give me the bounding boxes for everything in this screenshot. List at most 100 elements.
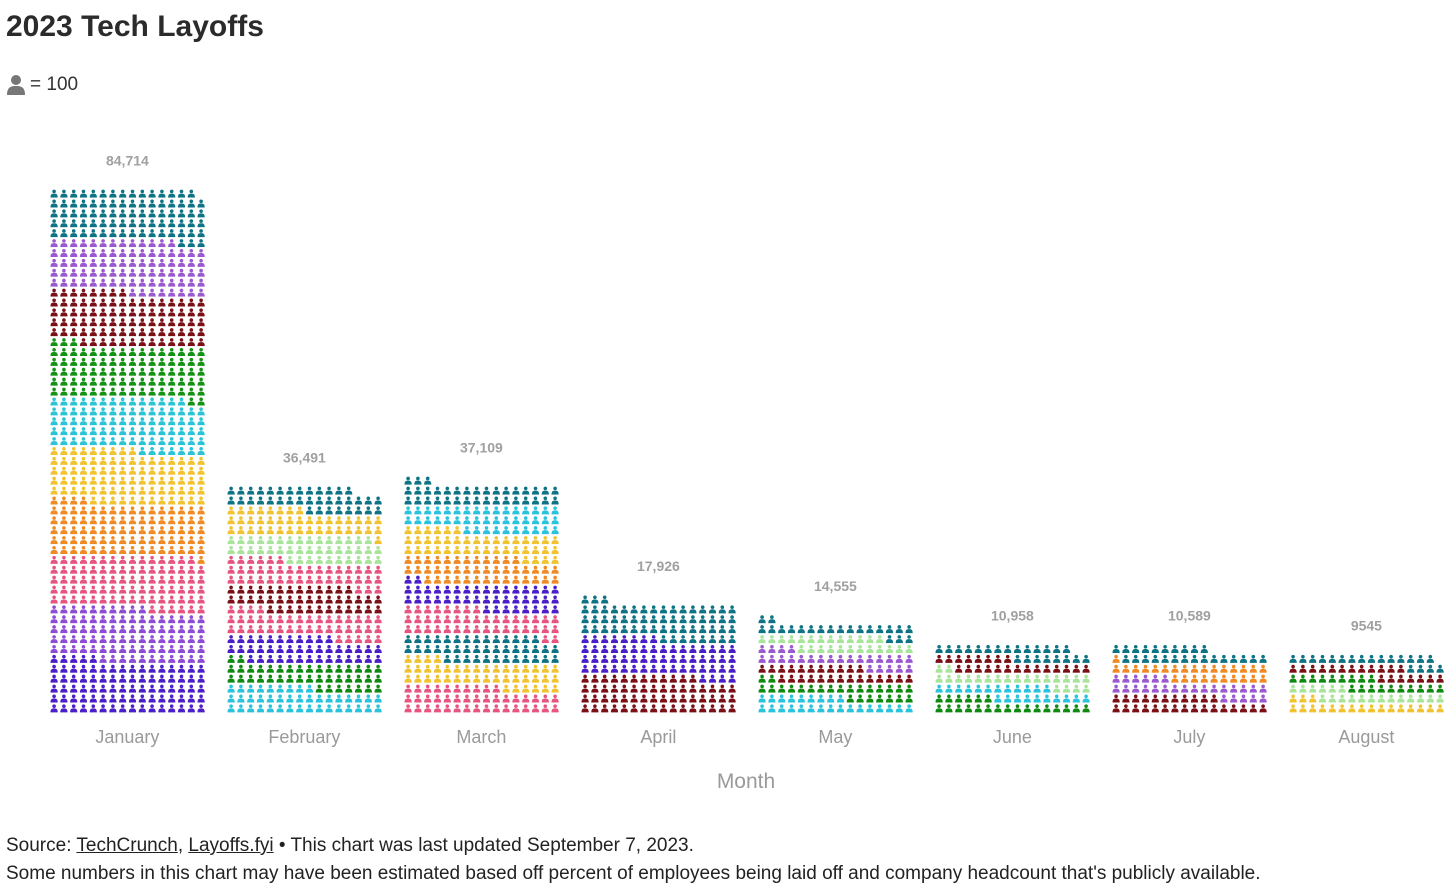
value-label: 14,555 <box>814 578 857 594</box>
person-icon <box>197 704 205 713</box>
person-icon <box>1338 664 1346 673</box>
person-icon <box>89 575 97 584</box>
person-icon <box>256 595 265 604</box>
person-icon <box>50 357 58 366</box>
person-icon <box>424 545 432 554</box>
person-icon <box>138 496 146 505</box>
person-icon <box>345 704 353 713</box>
person-icon <box>935 654 943 663</box>
person-icon <box>197 318 205 327</box>
person-icon <box>89 565 97 574</box>
person-icon <box>177 239 186 248</box>
person-icon <box>1230 674 1238 683</box>
person-icon <box>256 684 265 693</box>
person-icon <box>787 644 796 653</box>
person-icon <box>364 664 372 673</box>
person-icon <box>276 684 284 693</box>
person-icon <box>305 595 314 604</box>
person-icon <box>148 328 156 337</box>
person-icon <box>315 664 323 673</box>
person-icon <box>109 229 117 238</box>
person-icon <box>197 347 205 356</box>
person-icon <box>758 684 766 693</box>
person-icon <box>168 288 176 297</box>
person-icon <box>148 654 156 663</box>
person-icon <box>138 268 146 277</box>
person-icon <box>89 298 97 307</box>
person-icon <box>148 189 156 198</box>
person-icon <box>237 644 245 653</box>
person-icon <box>119 278 127 287</box>
person-icon <box>177 595 186 604</box>
person-icon <box>433 496 442 505</box>
person-icon <box>1122 654 1130 663</box>
person-icon <box>669 684 677 693</box>
person-icon <box>846 704 854 713</box>
person-icon <box>99 367 107 376</box>
person-icon <box>522 545 530 554</box>
person-icon <box>610 654 619 663</box>
person-icon <box>482 684 491 693</box>
person-icon <box>296 605 304 614</box>
person-icon <box>128 486 137 495</box>
person-icon <box>463 526 471 535</box>
person-icon <box>99 694 107 703</box>
value-label: 84,714 <box>106 152 149 168</box>
person-icon <box>797 684 805 693</box>
person-icon <box>296 674 304 683</box>
person-icon <box>168 486 176 495</box>
person-icon <box>659 704 668 713</box>
person-icon <box>237 526 245 535</box>
layoffs-fyi-link[interactable]: Layoffs.fyi <box>188 835 274 856</box>
person-icon <box>60 575 68 584</box>
person-icon <box>1122 704 1130 713</box>
person-icon <box>1062 704 1071 713</box>
person-icon <box>374 585 382 594</box>
person-icon <box>414 684 422 693</box>
person-icon <box>168 308 176 317</box>
person-icon <box>1023 664 1031 673</box>
person-icon <box>640 635 648 644</box>
person-icon <box>541 545 549 554</box>
person-icon <box>60 644 68 653</box>
person-icon <box>109 308 117 317</box>
person-icon <box>89 476 97 485</box>
value-label: 10,589 <box>1168 608 1211 624</box>
person-icon <box>315 674 323 683</box>
person-icon <box>138 328 146 337</box>
person-icon <box>1112 674 1120 683</box>
person-icon <box>778 664 786 673</box>
person-icon <box>168 219 176 228</box>
person-icon <box>50 506 58 515</box>
person-icon <box>276 486 284 495</box>
person-icon <box>227 595 235 604</box>
person-icon <box>866 644 874 653</box>
person-icon <box>482 654 491 663</box>
person-icon <box>1328 664 1336 673</box>
person-icon <box>364 684 372 693</box>
person-icon <box>885 684 894 693</box>
person-icon <box>119 694 127 703</box>
person-icon <box>374 684 382 693</box>
person-icon <box>364 654 372 663</box>
person-icon <box>79 615 88 624</box>
person-icon <box>492 565 500 574</box>
person-icon <box>168 615 176 624</box>
person-icon <box>512 486 520 495</box>
person-icon <box>620 704 628 713</box>
person-icon <box>119 704 127 713</box>
person-icon <box>433 545 442 554</box>
person-icon <box>109 625 117 634</box>
person-icon <box>1338 684 1346 693</box>
person-icon <box>374 516 382 525</box>
person-icon <box>148 605 156 614</box>
person-icon <box>1367 704 1376 713</box>
person-icon <box>168 427 176 436</box>
person-icon <box>512 635 520 644</box>
person-icon <box>679 704 687 713</box>
person-icon <box>168 704 176 713</box>
person-icon <box>512 496 520 505</box>
techcrunch-link[interactable]: TechCrunch <box>76 835 178 856</box>
person-icon <box>453 704 461 713</box>
person-icon <box>305 506 314 515</box>
